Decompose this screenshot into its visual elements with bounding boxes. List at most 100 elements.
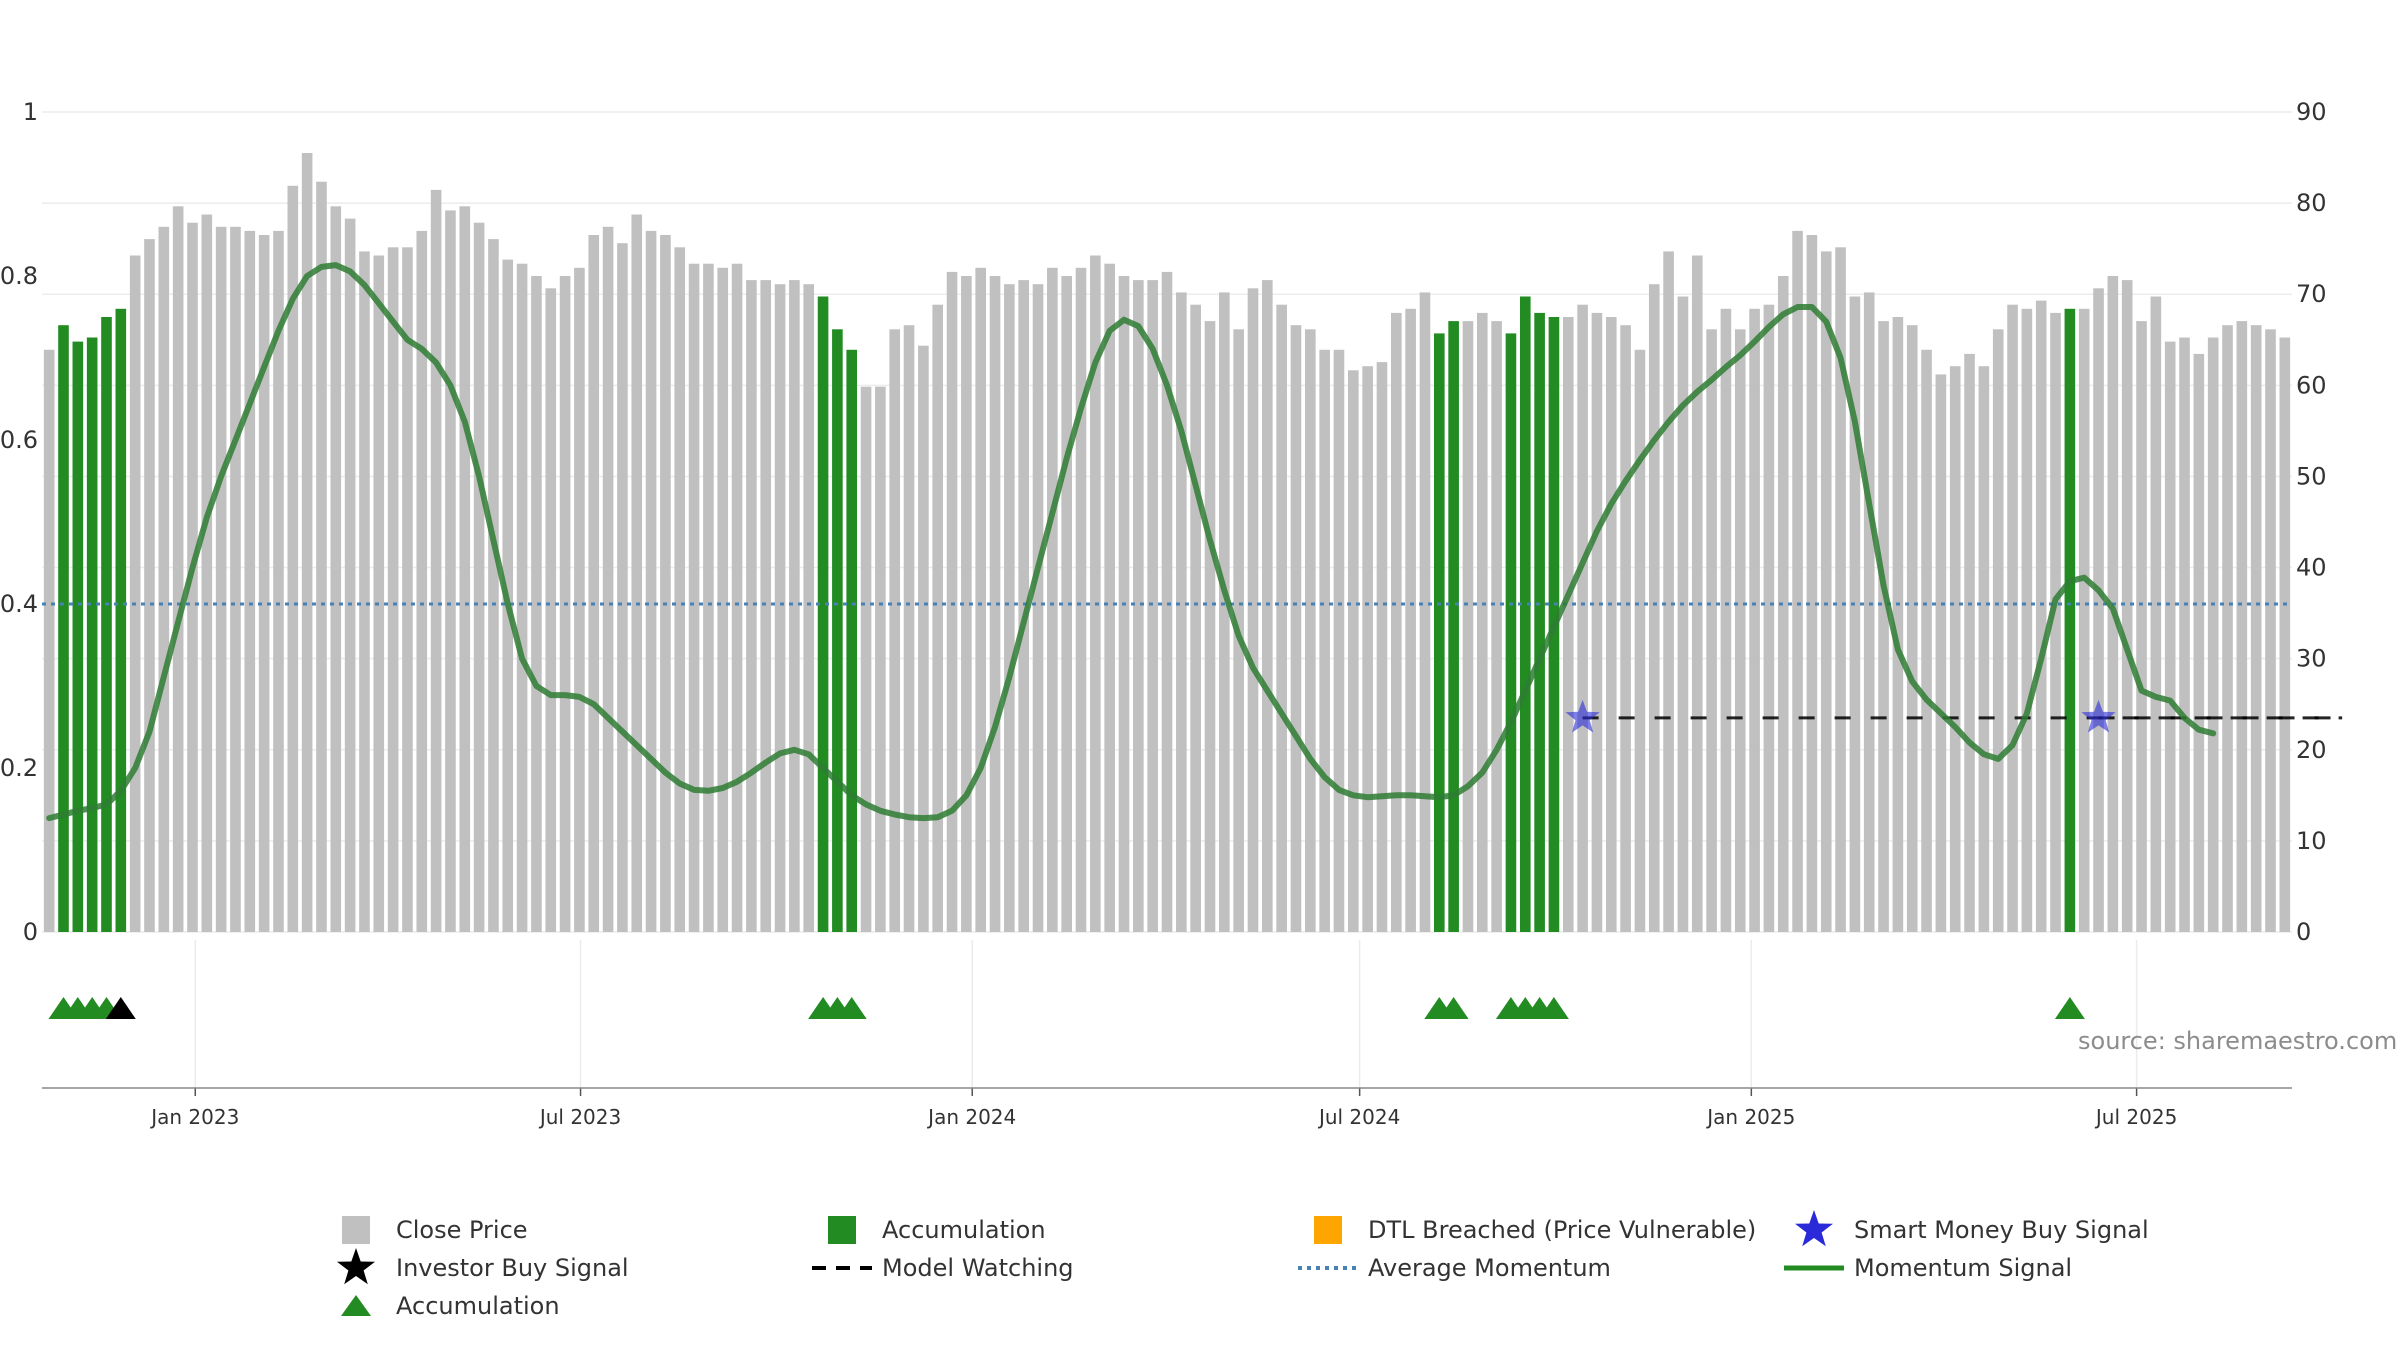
close-price-bar: [1892, 317, 1904, 932]
legend-swatch-close: [342, 1216, 370, 1244]
close-price-bar: [1004, 284, 1015, 932]
signal-markers: [48, 997, 2085, 1019]
accumulation-bar: [86, 337, 98, 932]
close-price-bar: [1204, 321, 1216, 933]
close-price-bar: [617, 243, 628, 932]
close-price-bar: [660, 235, 671, 932]
close-price-bar: [1706, 329, 1717, 932]
legend-star-icon: [337, 1248, 375, 1285]
right-axis-tick: 40: [2296, 554, 2327, 582]
axes: 0 10 20 30 40 50 60 70 80 90 0 0.2 0.4 0.6 0.8 1 Jan 202…: [0, 98, 2327, 1129]
x-axis-tick: Jan 2024: [926, 1105, 1016, 1129]
accumulation-marker: [836, 997, 867, 1019]
close-price-bar: [1176, 292, 1187, 932]
close-price-bar: [1376, 362, 1388, 933]
close-price-bar: [1949, 366, 1961, 932]
legend-label: Investor Buy Signal: [396, 1254, 629, 1282]
close-price-bar: [1749, 308, 1760, 932]
close-price-bar: [1820, 251, 1832, 932]
close-price-bar: [1849, 296, 1861, 932]
close-price-bar: [1935, 374, 1947, 932]
accumulation-bar: [2064, 308, 2076, 932]
close-price-bar: [516, 263, 528, 932]
close-price-bar: [602, 226, 614, 933]
close-price-bar: [2035, 300, 2047, 933]
investor-buy-marker: [105, 997, 136, 1019]
close-price-bar: [545, 288, 557, 932]
legend-label: Accumulation: [396, 1292, 560, 1320]
legend-label: Close Price: [396, 1216, 528, 1244]
close-price-bar: [2164, 341, 2176, 933]
close-price-bar: [129, 255, 141, 932]
close-price-bar: [416, 230, 428, 932]
smart-money-signals: [1565, 699, 2116, 733]
close-price-bar: [2093, 288, 2104, 932]
accumulation-bar: [1505, 333, 1517, 932]
right-axis-tick: 70: [2296, 280, 2327, 308]
close-price-bar: [402, 247, 413, 933]
close-price-bar: [1348, 370, 1359, 932]
x-axis-tick: Jan 2023: [149, 1105, 239, 1129]
close-price-bar: [1906, 325, 1918, 932]
close-price-bar: [1047, 267, 1058, 932]
close-price-bar: [1032, 284, 1044, 932]
close-price-bar: [387, 247, 399, 933]
close-price-bar: [144, 239, 155, 933]
close-price-bar: [230, 226, 241, 933]
left-axis-tick: 1: [23, 98, 38, 126]
close-price-bar: [746, 280, 757, 933]
close-price-bars: [43, 153, 2291, 933]
close-price-bar: [1262, 280, 1273, 933]
close-price-bar: [1720, 308, 1732, 932]
right-axis-tick: 60: [2296, 371, 2327, 399]
legend-item-model_watching: Model Watching: [812, 1254, 1074, 1282]
accumulation-bar: [1519, 296, 1531, 932]
close-price-bar: [1075, 267, 1087, 932]
close-price-bar: [301, 153, 313, 932]
legend-item-close_price: Close Price: [342, 1216, 528, 1244]
legend-label: Momentum Signal: [1854, 1254, 2072, 1282]
accumulation-marker: [2054, 997, 2085, 1019]
right-axis-tick: 10: [2296, 827, 2327, 855]
close-price-bar: [1591, 312, 1603, 932]
close-price-bar: [1648, 284, 1660, 932]
close-price-bar: [244, 230, 256, 932]
close-price-bar: [1018, 280, 1029, 933]
close-price-bar: [645, 230, 657, 932]
right-axis-tick: 50: [2296, 462, 2327, 490]
accumulation-bar: [58, 325, 69, 932]
close-price-bar: [330, 206, 342, 933]
close-price-bar: [774, 284, 786, 932]
close-price-bar: [531, 276, 542, 932]
accumulation-bar: [832, 329, 843, 932]
close-price-bar: [1247, 288, 1259, 932]
legend-item-momentum: Momentum Signal: [1784, 1254, 2072, 1282]
close-price-bar: [359, 251, 370, 932]
close-price-bar: [1219, 292, 1230, 932]
legend-item-accumulation_marker: Accumulation: [341, 1292, 560, 1320]
source-text: source: sharemaestro.com: [2078, 1027, 2397, 1055]
x-axis-tick: Jul 2025: [2094, 1105, 2177, 1129]
legend-item-smart_money: Smart Money Buy Signal: [1795, 1210, 2149, 1247]
close-price-bar: [674, 247, 686, 933]
legend-item-average_momentum: Average Momentum: [1298, 1254, 1611, 1282]
close-price-bar: [273, 230, 284, 932]
close-price-bar: [1835, 247, 1846, 933]
legend-label: Accumulation: [882, 1216, 1046, 1244]
close-price-bar: [316, 181, 327, 932]
close-price-bar: [215, 226, 227, 933]
close-price-bar: [1090, 255, 1101, 932]
close-price-bar: [1405, 308, 1416, 932]
close-price-bar: [1792, 230, 1803, 932]
close-price-bar: [1276, 304, 1287, 932]
close-price-bar: [2250, 325, 2262, 932]
close-price-bar: [1419, 292, 1431, 932]
close-price-bar: [574, 267, 585, 932]
close-price-bar: [1104, 263, 1115, 932]
close-price-bar: [488, 239, 499, 933]
close-price-bar: [1562, 317, 1574, 932]
legend-item-accumulation_bar: Accumulation: [828, 1216, 1046, 1244]
right-axis-tick: 0: [2296, 918, 2311, 946]
close-price-bar: [2121, 280, 2133, 933]
